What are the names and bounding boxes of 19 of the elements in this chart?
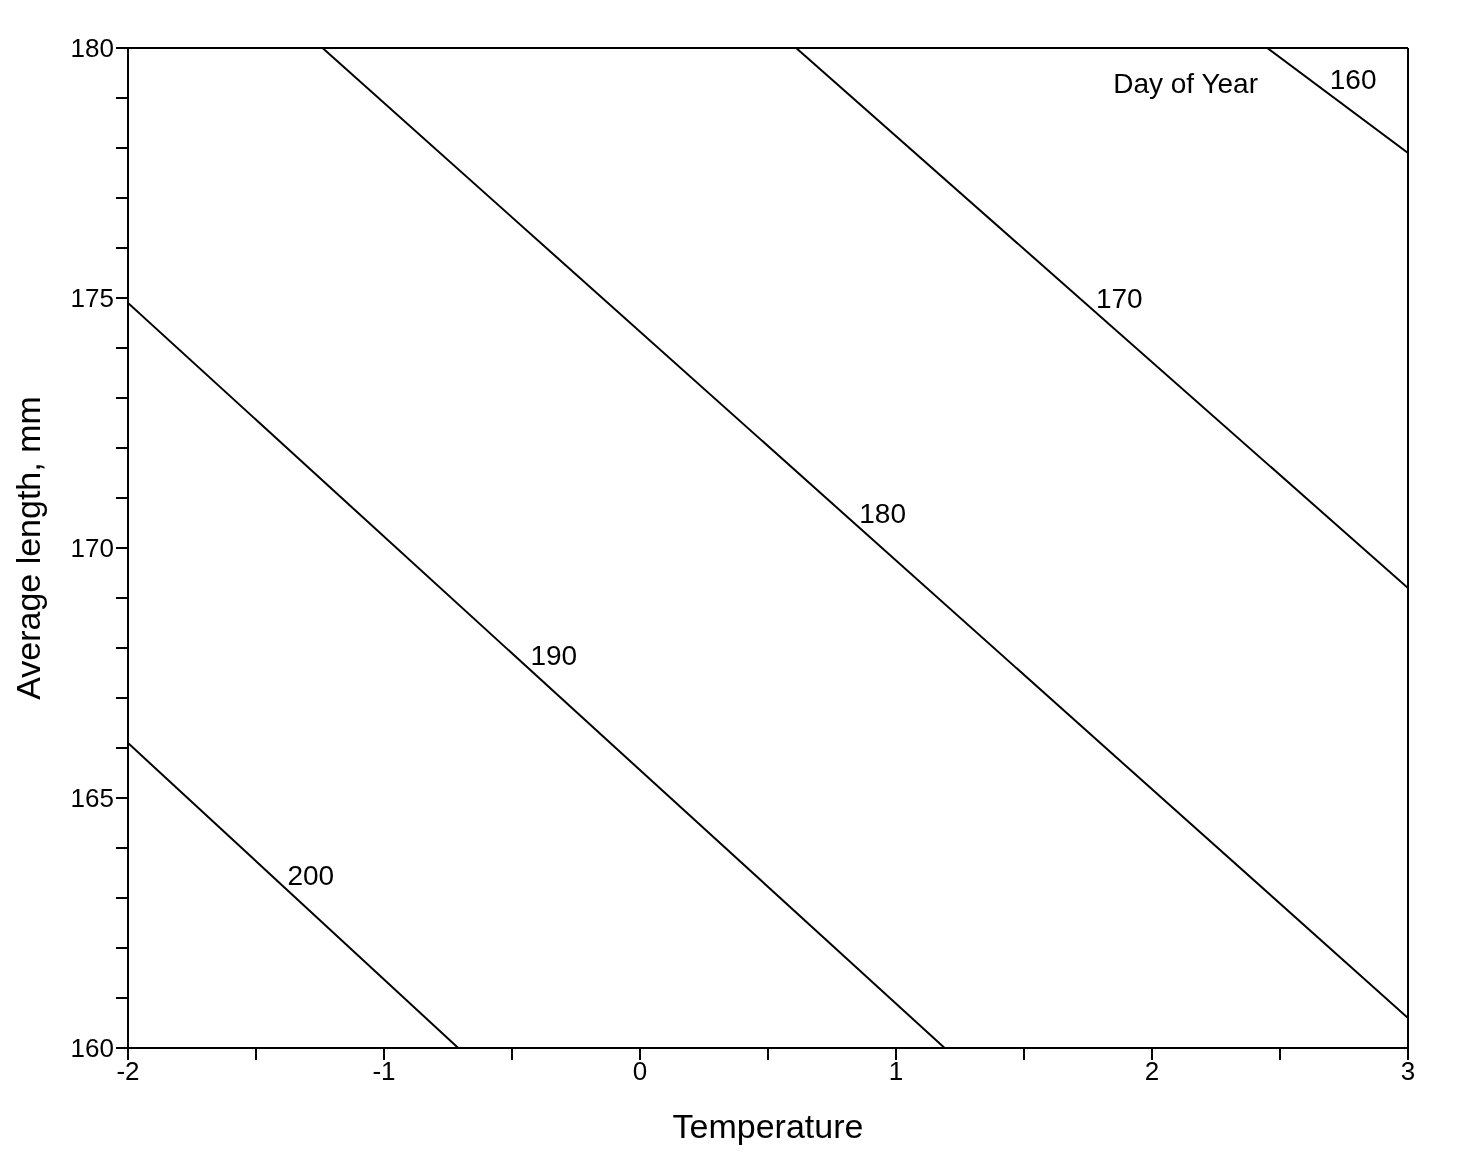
annotation: Day of Year <box>1113 68 1258 100</box>
y-axis-title: Average length, mm <box>9 396 48 700</box>
y-tick-label: 175 <box>70 283 114 314</box>
y-tick-label: 160 <box>70 1033 114 1064</box>
series-label: 180 <box>859 497 906 530</box>
y-tick-label: 170 <box>70 533 114 564</box>
x-tick-label: -2 <box>116 1056 140 1087</box>
x-tick-label: -1 <box>372 1056 396 1087</box>
series-label: 200 <box>287 860 335 893</box>
y-tick-label: 165 <box>70 783 114 814</box>
x-tick-label: 2 <box>1144 1056 1160 1087</box>
x-tick-label: 1 <box>888 1056 904 1087</box>
series-label: 170 <box>1095 282 1143 315</box>
x-tick-label: 0 <box>632 1056 648 1087</box>
x-axis-title: Temperature <box>672 1107 864 1145</box>
y-tick-label: 180 <box>70 33 114 64</box>
x-tick-label: 3 <box>1400 1056 1416 1087</box>
series-label: 190 <box>530 640 578 673</box>
series-label: 160 <box>1329 63 1377 96</box>
